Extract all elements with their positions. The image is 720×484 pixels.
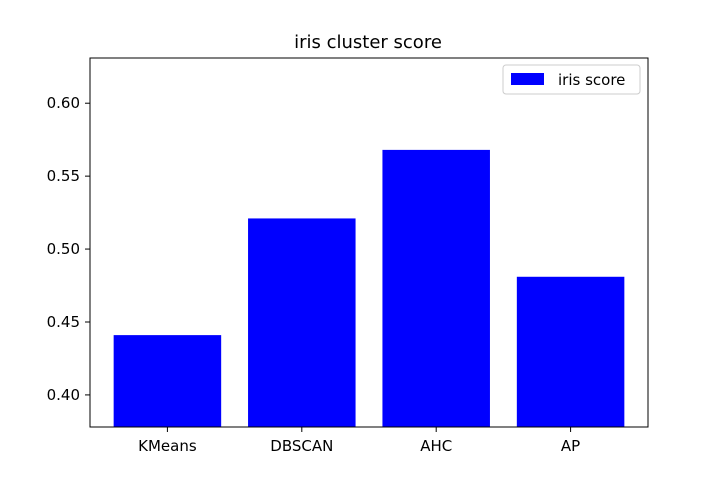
bar-ahc <box>382 149 490 427</box>
y-tick-label-0-50: 0.50 <box>47 240 80 258</box>
chart-title: iris cluster score <box>294 32 442 53</box>
y-axis-ticks: 0.40 0.45 0.50 0.55 0.60 <box>47 94 90 404</box>
bar-kmeans <box>113 335 222 427</box>
bar-ap <box>516 276 625 427</box>
y-tick-label-0-40: 0.40 <box>47 386 80 404</box>
legend-box <box>502 64 641 95</box>
legend-label-iris-score: iris score <box>558 71 625 89</box>
bar-dbscan <box>248 218 356 427</box>
x-tick-label-ap: AP <box>561 437 580 455</box>
x-tick-label-dbscan: DBSCAN <box>270 437 333 455</box>
y-tick-label-0-45: 0.45 <box>47 313 80 331</box>
legend: iris score <box>502 64 641 95</box>
x-axis-ticks: KMeans DBSCAN AHC AP <box>138 427 580 455</box>
y-tick-label-0-55: 0.55 <box>47 167 80 185</box>
plot-frame <box>89 57 649 428</box>
x-tick-label-kmeans: KMeans <box>138 437 197 455</box>
legend-swatch-iris-score <box>511 73 544 85</box>
x-tick-label-ahc: AHC <box>420 437 452 455</box>
y-tick-label-0-60: 0.60 <box>47 94 80 112</box>
bars-group <box>113 149 625 427</box>
